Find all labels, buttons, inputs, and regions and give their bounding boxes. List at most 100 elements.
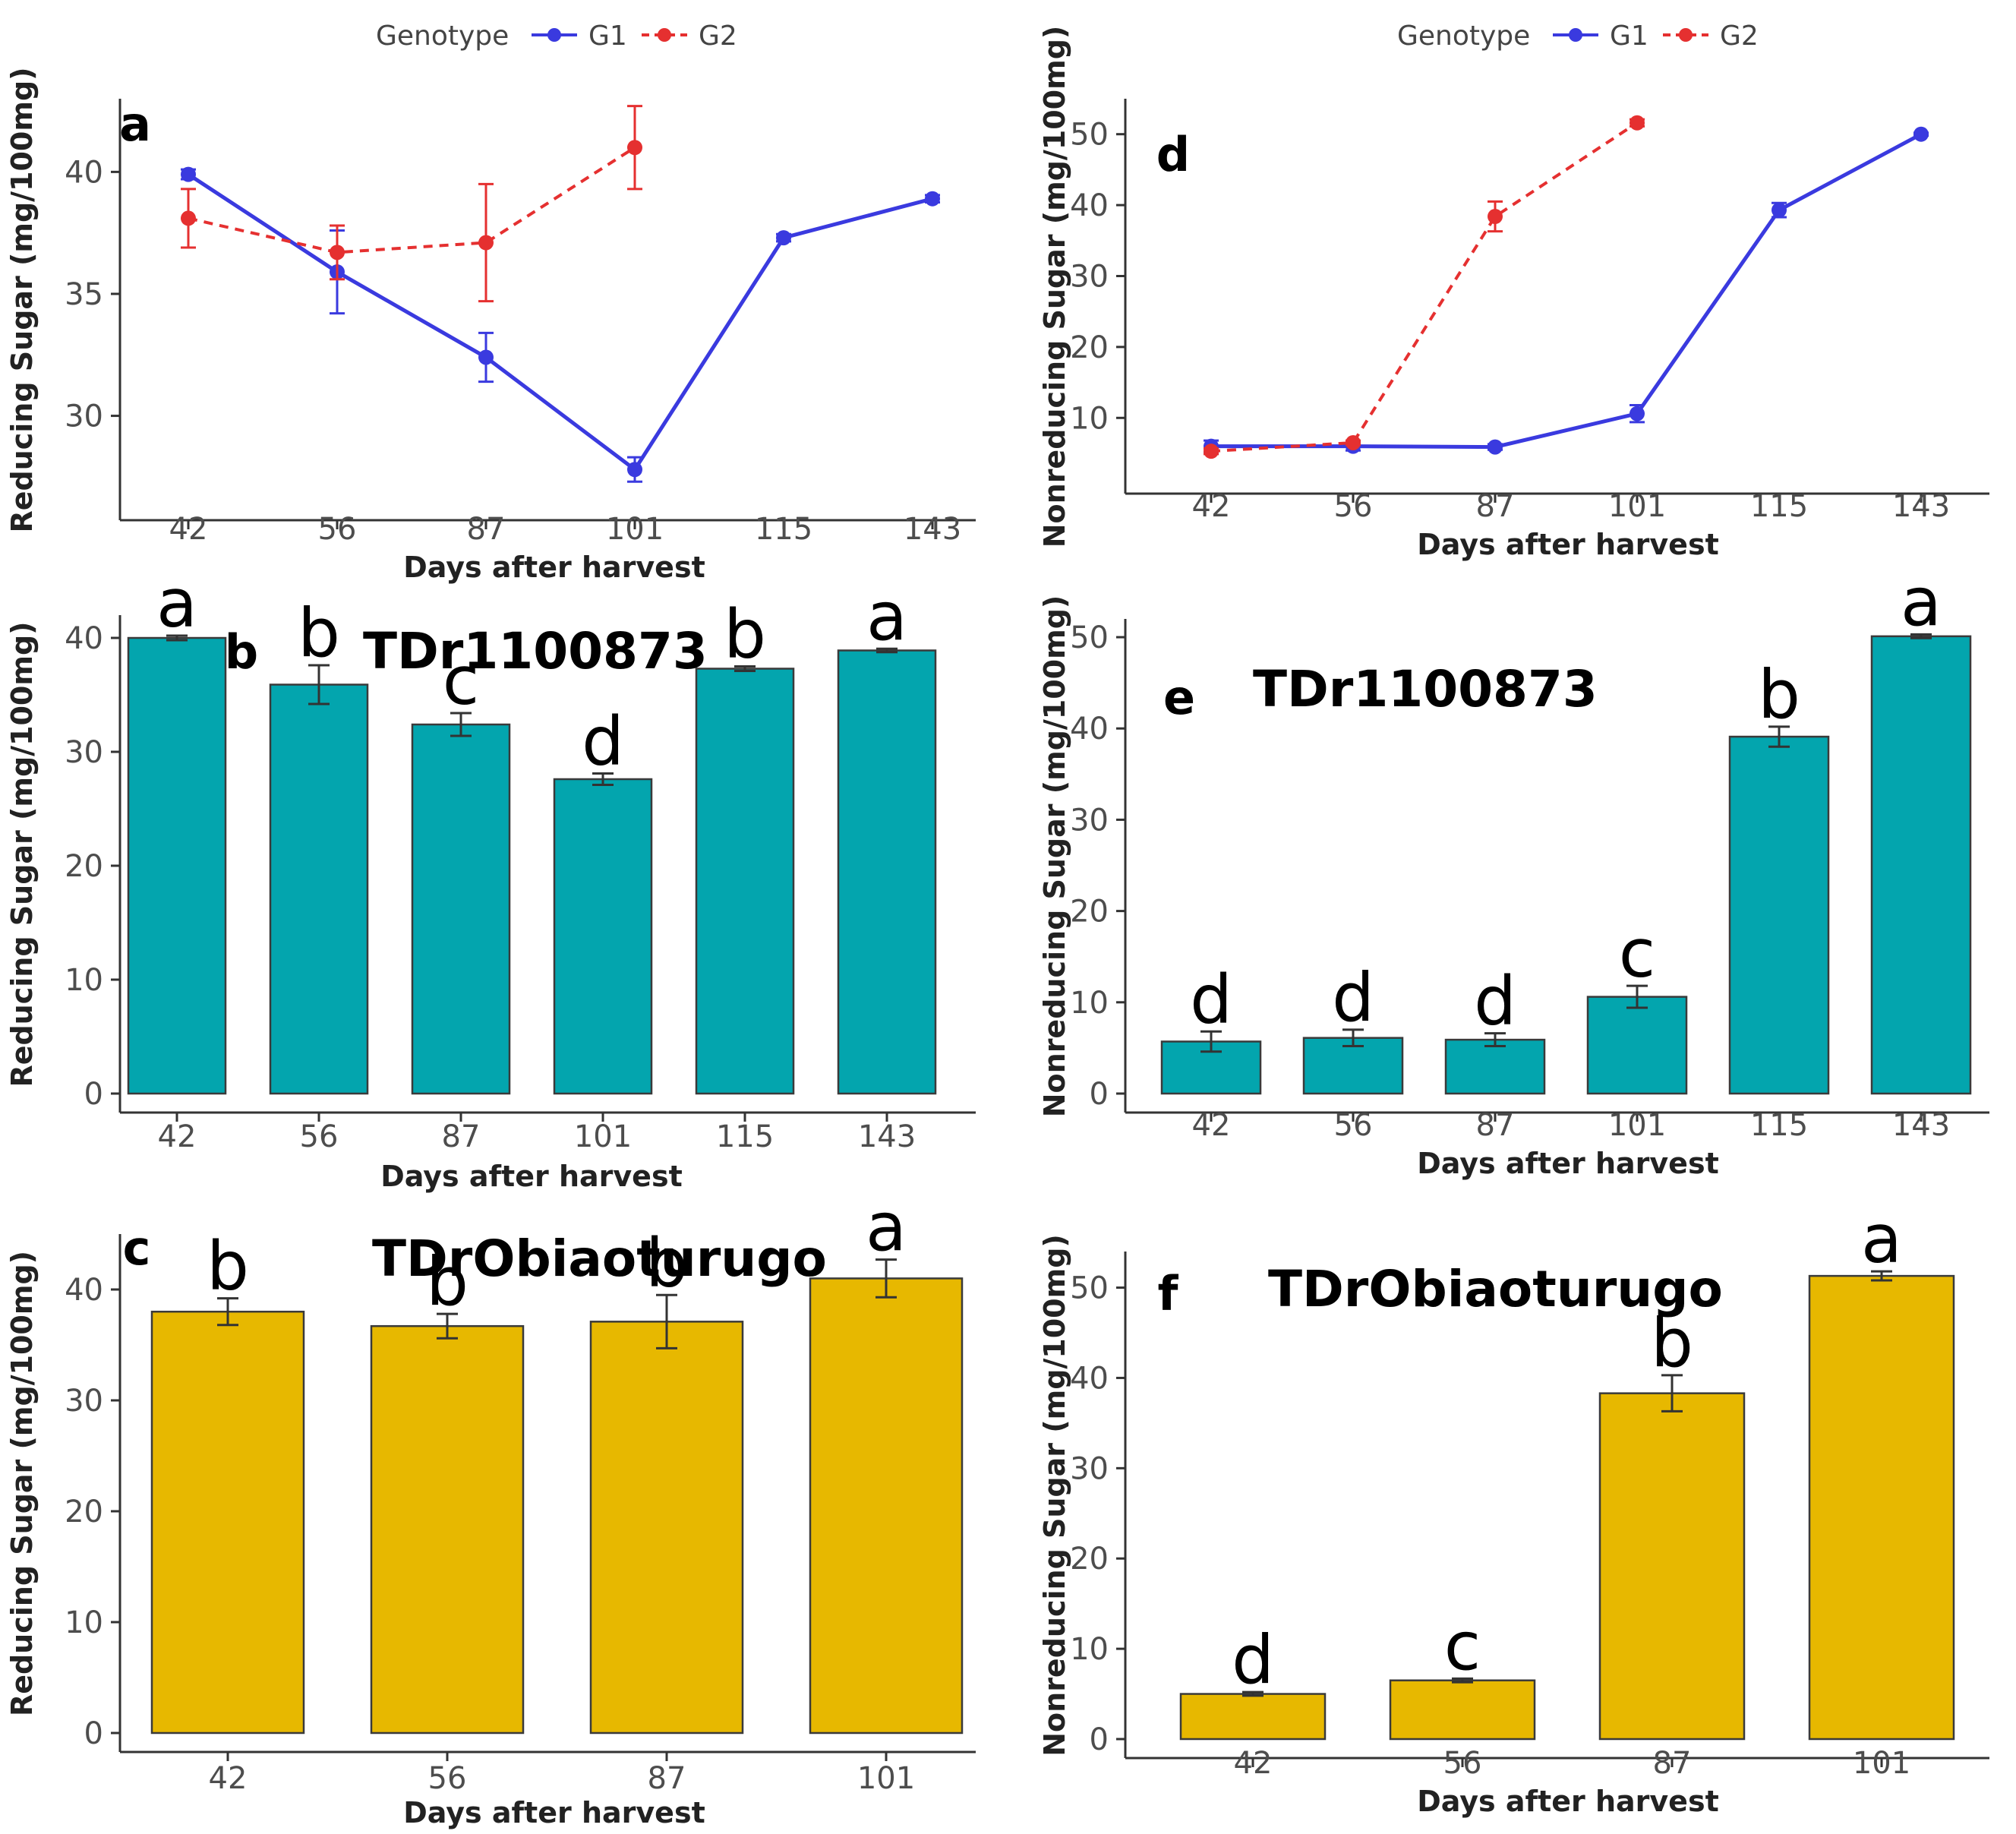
y-axis-title: Reducing Sugar (mg/100mg) (5, 1251, 39, 1716)
x-axis-title: Days after harvest (403, 551, 705, 584)
y-tick-label: 30 (65, 735, 103, 770)
significance-letter: d (582, 702, 624, 781)
data-point-G1 (627, 462, 642, 478)
y-tick-label: 40 (65, 621, 103, 656)
y-tick-label: 20 (65, 1495, 103, 1529)
x-tick-label: 42 (209, 1761, 248, 1796)
x-tick-label: 101 (1608, 489, 1666, 524)
x-tick-label: 56 (300, 1119, 339, 1154)
bar (1444, 1038, 1546, 1095)
x-tick-label: 143 (904, 512, 961, 547)
y-tick-label: 40 (1070, 188, 1109, 223)
data-point-G1 (478, 349, 494, 365)
x-tick-label: 56 (1443, 1746, 1482, 1781)
series-line-G2 (188, 146, 636, 254)
significance-letter: c (1619, 914, 1655, 993)
y-axis-title: Nonreducing Sugar (mg/100mg) (1038, 1234, 1071, 1757)
cultivar-title: TDr1100873 (1253, 660, 1598, 718)
series-line-G1 (1211, 132, 1923, 450)
significance-letter: b (207, 1227, 249, 1305)
significance-letter: d (1474, 962, 1516, 1040)
x-tick-label: 87 (1476, 489, 1515, 524)
legend-entry: G2 (1720, 21, 1759, 52)
significance-letter: b (298, 594, 340, 672)
y-tick-label: 10 (65, 1605, 103, 1640)
bar (1179, 1693, 1327, 1741)
x-tick-label: 56 (1334, 489, 1373, 524)
significance-letter: b (1758, 655, 1800, 734)
bar (1870, 635, 1972, 1095)
x-tick-label: 115 (1750, 489, 1808, 524)
panel-e: 0 10 20 30 40 50 42 56 87 101 115 143 Days after har… (1038, 563, 1989, 1180)
y-tick-label: 0 (1090, 1722, 1109, 1757)
bar (1598, 1392, 1746, 1741)
x-tick-label: 143 (1892, 1108, 1950, 1143)
y-tick-label: 0 (84, 1716, 103, 1751)
x-tick-label: 101 (1608, 1108, 1666, 1143)
data-point-G1 (181, 166, 196, 182)
y-tick-label: 0 (1090, 1077, 1109, 1112)
legend-key-point (1679, 28, 1693, 42)
bar (1808, 1274, 1955, 1741)
x-tick-label: 87 (467, 512, 506, 547)
y-tick-label: 40 (65, 1273, 103, 1308)
data-point-G2 (1346, 434, 1361, 450)
bar (1389, 1679, 1536, 1741)
x-tick-label: 115 (755, 512, 812, 547)
y-tick-label: 0 (84, 1077, 103, 1112)
x-tick-label: 115 (716, 1119, 774, 1154)
x-axis-title: Days after harvest (1417, 1147, 1718, 1180)
x-axis-title: Days after harvest (403, 1796, 705, 1829)
data-point-G2 (181, 210, 196, 226)
bar (695, 668, 795, 1095)
y-tick-label: 10 (1070, 401, 1109, 436)
y-tick-label: 20 (1070, 330, 1109, 365)
y-tick-label: 30 (1070, 259, 1109, 294)
y-tick-label: 30 (65, 1384, 103, 1419)
x-tick-label: 42 (158, 1119, 197, 1154)
significance-letter: b (1651, 1304, 1693, 1382)
bar (553, 778, 653, 1095)
x-axis-title: Days after harvest (1417, 1785, 1718, 1818)
data-point-G1 (1630, 406, 1645, 421)
y-axis-title: Nonreducing Sugar (mg/100mg) (1038, 595, 1071, 1118)
legend-title: Genotype (1397, 21, 1530, 52)
cultivar-title: TDrObiaoturugo (372, 1230, 827, 1288)
panel-a: 30 35 40 42 56 87 101 115 143 Days after harvest R… (5, 21, 976, 584)
x-tick-label: 87 (1653, 1746, 1692, 1781)
y-tick-label: 50 (1070, 620, 1109, 655)
cultivar-title: TDr1100873 (363, 622, 708, 680)
x-tick-label: 42 (1192, 489, 1231, 524)
legend-title: Genotype (376, 21, 509, 52)
significance-letter: b (724, 595, 766, 674)
significance-letter: d (1332, 958, 1374, 1037)
bar (269, 683, 369, 1095)
data-point-G2 (1488, 209, 1503, 225)
panel-b: 0 10 20 30 40 42 56 87 101 115 143 Days after harve… (5, 564, 976, 1193)
bar (411, 723, 511, 1095)
data-point-G2 (1204, 444, 1219, 459)
bar (589, 1321, 744, 1735)
x-tick-label: 143 (858, 1119, 916, 1154)
panel-f: 0 10 20 30 40 50 42 56 87 101 Days after harvest No… (1038, 1200, 1989, 1818)
y-tick-label: 20 (65, 849, 103, 884)
panel-d: 10 20 30 40 50 42 56 87 101 115 143 Days after harv… (1038, 21, 1989, 561)
legend-key-point (658, 28, 671, 42)
y-tick-label: 20 (1070, 1542, 1109, 1577)
legend: Genotype G1 G2 (376, 21, 737, 52)
panel-letter: c (123, 1220, 151, 1276)
data-point-G1 (1771, 202, 1787, 218)
x-tick-label: 42 (169, 512, 208, 547)
significance-letter: a (156, 564, 197, 642)
x-tick-label: 87 (1476, 1108, 1515, 1143)
bar (809, 1277, 964, 1735)
x-tick-label: 101 (606, 512, 664, 547)
x-tick-label: 42 (1234, 1746, 1273, 1781)
panel-letter: e (1163, 670, 1195, 725)
x-tick-label: 87 (648, 1761, 686, 1796)
y-tick-label: 10 (1070, 1632, 1109, 1667)
panel-c: 0 10 20 30 40 42 56 87 101 Days after harvest Redu… (5, 1188, 976, 1829)
x-tick-label: 56 (1334, 1108, 1373, 1143)
data-point-G2 (627, 140, 642, 156)
